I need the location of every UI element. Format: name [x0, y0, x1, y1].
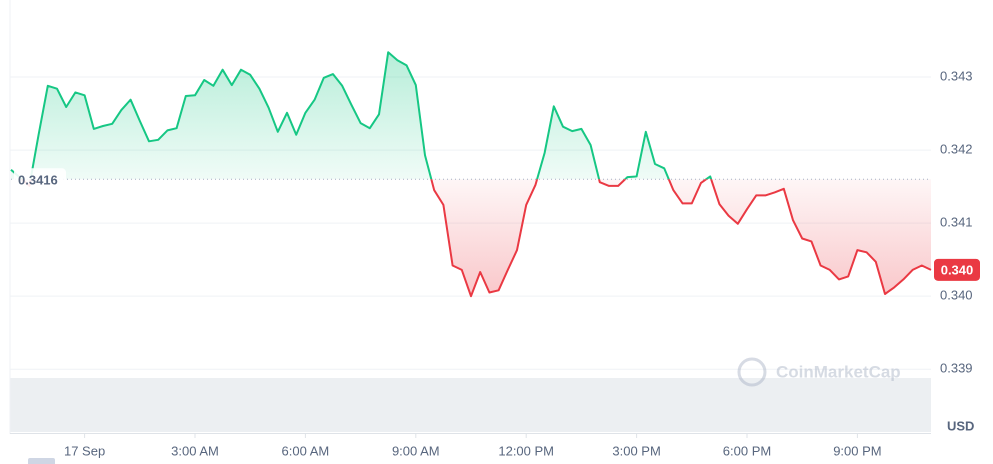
- area-up: [11, 52, 931, 180]
- line-down: [20, 179, 932, 298]
- y-tick-label: 0.342: [940, 142, 973, 157]
- baseline-label: 0.3416: [18, 173, 58, 188]
- scroll-handle: [28, 458, 55, 464]
- y-tick-label: 0.343: [940, 68, 973, 83]
- x-tick-label: 9:00 AM: [392, 443, 440, 458]
- y-tick-label: 0.339: [940, 361, 973, 376]
- area-down: [21, 179, 931, 297]
- price-tag: [934, 258, 980, 281]
- x-tick-label: 3:00 PM: [612, 443, 660, 458]
- price-tag-label: 0.340: [941, 262, 974, 277]
- baseline-tag-bg: [14, 168, 66, 191]
- x-tick-label: 9:00 PM: [833, 443, 881, 458]
- x-tick-label: 17 Sep: [64, 443, 105, 458]
- watermark-text: CoinMarketCap: [776, 362, 901, 381]
- x-tick-label: 12:00 PM: [498, 443, 554, 458]
- y-tick-label: 0.341: [940, 215, 973, 230]
- x-tick-label: 3:00 AM: [171, 443, 219, 458]
- y-unit: USD: [947, 418, 974, 433]
- watermark-logo: [737, 357, 767, 387]
- y-tick-label: 0.340: [940, 288, 973, 303]
- x-tick-label: 6:00 AM: [282, 443, 330, 458]
- volume-band: [10, 378, 931, 432]
- line-up: [10, 51, 713, 180]
- watermark: CoinMarketCap: [737, 357, 901, 387]
- x-tick-label: 6:00 PM: [723, 443, 771, 458]
